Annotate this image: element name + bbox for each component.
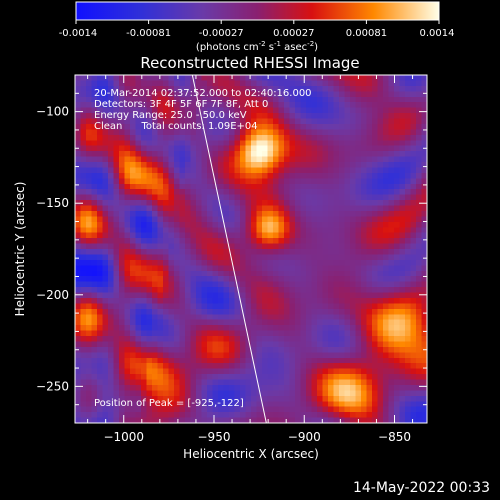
colorbar-tick-label: -0.00027 bbox=[199, 28, 244, 39]
x-axis-label: Heliocentric X (arcsec) bbox=[183, 447, 319, 461]
annotations: 20-Mar-2014 02:37:52.000 to 02:40:16.000… bbox=[94, 88, 312, 409]
x-tick-label: −950 bbox=[198, 430, 231, 444]
x-tick-label: −900 bbox=[288, 430, 321, 444]
colorbar-tick-label: 0.00081 bbox=[346, 28, 387, 39]
solar-limb-line bbox=[191, 75, 267, 423]
colorbar-units: (photons cm-2 s-1 asec-2) bbox=[196, 40, 318, 53]
x-tick-label: −1000 bbox=[103, 430, 144, 444]
y-tick-label: −200 bbox=[36, 288, 69, 302]
annotation-method: Clean Total counts: 1.09E+04 bbox=[94, 121, 258, 132]
colorbar bbox=[75, 1, 440, 21]
y-tick-label: −250 bbox=[36, 379, 69, 393]
footer-date: 14-May-2022 00:33 bbox=[352, 480, 490, 496]
axes: −1000 −950 −900 −850 −100 −150 −200 −250 bbox=[36, 75, 427, 444]
peak-position-label: Position of Peak = [-925,-122] bbox=[94, 398, 244, 409]
y-tick-label: −150 bbox=[36, 196, 69, 210]
colorbar-ticks: -0.0014 -0.00081 -0.00027 0.00027 0.00081 0.0… bbox=[59, 20, 455, 39]
annotation-energy: Energy Range: 25.0 - 50.0 keV bbox=[94, 110, 247, 121]
heatmap-image bbox=[75, 75, 427, 423]
plot-frame bbox=[74, 74, 428, 424]
x-tick-label: −850 bbox=[378, 430, 411, 444]
colorbar-tick-label: -0.00081 bbox=[126, 28, 171, 39]
colorbar-tick-label: 0.00027 bbox=[273, 28, 314, 39]
annotation-detectors: Detectors: 3F 4F 5F 6F 7F 8F, Att 0 bbox=[94, 99, 268, 110]
colorbar-tick-label: -0.0014 bbox=[59, 28, 98, 39]
heatmap bbox=[75, 75, 427, 423]
y-tick-label: −100 bbox=[36, 105, 69, 119]
colorbar-tick-label: 0.0014 bbox=[420, 28, 455, 39]
annotation-time: 20-Mar-2014 02:37:52.000 to 02:40:16.000 bbox=[94, 88, 312, 99]
chart-title: Reconstructed RHESSI Image bbox=[140, 54, 359, 72]
y-axis-label: Heliocentric Y (arcsec) bbox=[13, 182, 27, 317]
